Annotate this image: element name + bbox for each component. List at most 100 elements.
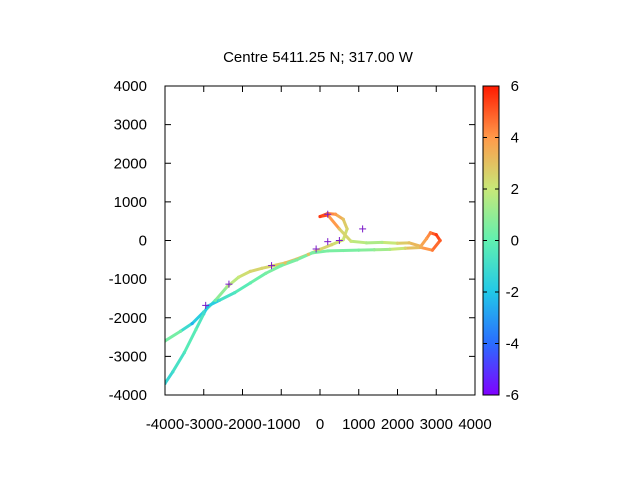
cross-marker	[202, 301, 210, 309]
data-point	[333, 212, 338, 216]
data-point	[178, 329, 183, 333]
cross-marker	[359, 225, 367, 233]
data-point	[171, 370, 175, 374]
y-tick-label: -2000	[109, 310, 147, 327]
data-point	[407, 241, 411, 245]
colorbar-tick-label: 6	[511, 78, 519, 95]
track-segment	[341, 217, 349, 231]
track-segment	[213, 285, 229, 302]
cross-marker	[324, 238, 332, 246]
plot-frame	[164, 85, 476, 396]
track-segment	[407, 241, 423, 248]
data-point	[364, 241, 369, 245]
data-point	[326, 249, 330, 253]
track-segment	[419, 245, 434, 252]
data-point	[372, 248, 376, 252]
cross-marker	[312, 245, 320, 253]
data-point	[424, 236, 429, 241]
data-point	[233, 291, 237, 295]
track-segment	[233, 281, 252, 295]
x-tick-label: 2000	[381, 416, 414, 433]
colorbar-tick-label: 0	[511, 233, 519, 250]
data-layer	[165, 210, 442, 386]
track-segment	[190, 310, 206, 326]
y-tick-label: 4000	[114, 78, 147, 95]
data-point	[248, 281, 252, 285]
track-segment	[248, 271, 268, 285]
data-point	[330, 243, 334, 247]
track-segment	[430, 239, 442, 252]
track-segment	[295, 251, 314, 262]
track-segment	[179, 322, 194, 333]
data-point	[310, 251, 314, 255]
x-tick-label: -4000	[146, 416, 184, 433]
x-tick-label: 3000	[420, 416, 453, 433]
track-segment	[419, 237, 429, 248]
cross-marker	[268, 262, 276, 270]
data-point	[202, 312, 206, 316]
track-segment	[171, 351, 186, 374]
x-tick-label: -2000	[223, 416, 261, 433]
track-segment	[337, 227, 353, 243]
y-tick-label: 1000	[114, 194, 147, 211]
x-tick-label: -3000	[185, 416, 223, 433]
colorbar-tick-label: 2	[511, 181, 519, 198]
x-axis: -4000 -3000 -2000 -1000 0 1000 2000 3000 4000	[146, 86, 492, 433]
y-tick-label: -3000	[109, 348, 147, 365]
data-point	[182, 350, 186, 355]
data-point	[264, 271, 268, 275]
data-point	[403, 246, 407, 250]
data-point	[260, 266, 264, 270]
track-segment	[182, 327, 198, 355]
track-segment	[310, 249, 330, 255]
cross-marker	[324, 210, 332, 218]
track-segment	[380, 240, 399, 245]
data-point	[225, 285, 229, 289]
data-point	[345, 227, 349, 231]
x-tick-label: 1000	[342, 416, 375, 433]
track-segment	[318, 243, 334, 251]
track-segment	[279, 258, 299, 268]
data-point	[419, 245, 423, 250]
data-point	[395, 241, 400, 245]
cross-marker	[335, 237, 343, 244]
track-segment	[206, 298, 221, 308]
data-point	[438, 238, 442, 243]
track-segment	[165, 370, 175, 385]
track-segment	[194, 312, 206, 331]
data-point	[428, 231, 433, 235]
x-tick-label: 4000	[458, 416, 491, 433]
data-point	[295, 258, 299, 262]
track-segment	[237, 269, 252, 279]
track-segment	[217, 291, 237, 302]
colorbar-tick-label: -4	[506, 336, 519, 353]
track-segment	[349, 239, 368, 245]
data-point	[357, 248, 361, 252]
track-segment	[165, 329, 182, 343]
track-segment	[248, 266, 264, 273]
colorbar-tick-label: -2	[506, 284, 519, 301]
data-point	[318, 214, 322, 219]
data-point	[237, 275, 241, 279]
track-segment	[403, 245, 423, 250]
y-tick-label: 2000	[114, 155, 147, 172]
data-point	[279, 264, 283, 268]
track-segment	[388, 246, 407, 251]
colorbar-tick-label: 4	[511, 130, 519, 147]
data-point	[337, 227, 341, 231]
y-tick-label: -4000	[109, 387, 147, 404]
data-point	[430, 248, 434, 252]
x-tick-label: -1000	[262, 416, 300, 433]
data-point	[194, 327, 198, 331]
data-point	[380, 240, 384, 245]
data-point	[341, 217, 345, 221]
track-segment	[326, 213, 341, 231]
y-axis: -4000 -3000 -2000 -1000 0 1000 2000 3000 4000	[109, 78, 475, 404]
data-point	[341, 248, 345, 253]
y-tick-label: 3000	[114, 117, 147, 134]
y-tick-label: 0	[139, 233, 147, 250]
track-segment	[264, 264, 283, 275]
data-point	[283, 261, 287, 265]
